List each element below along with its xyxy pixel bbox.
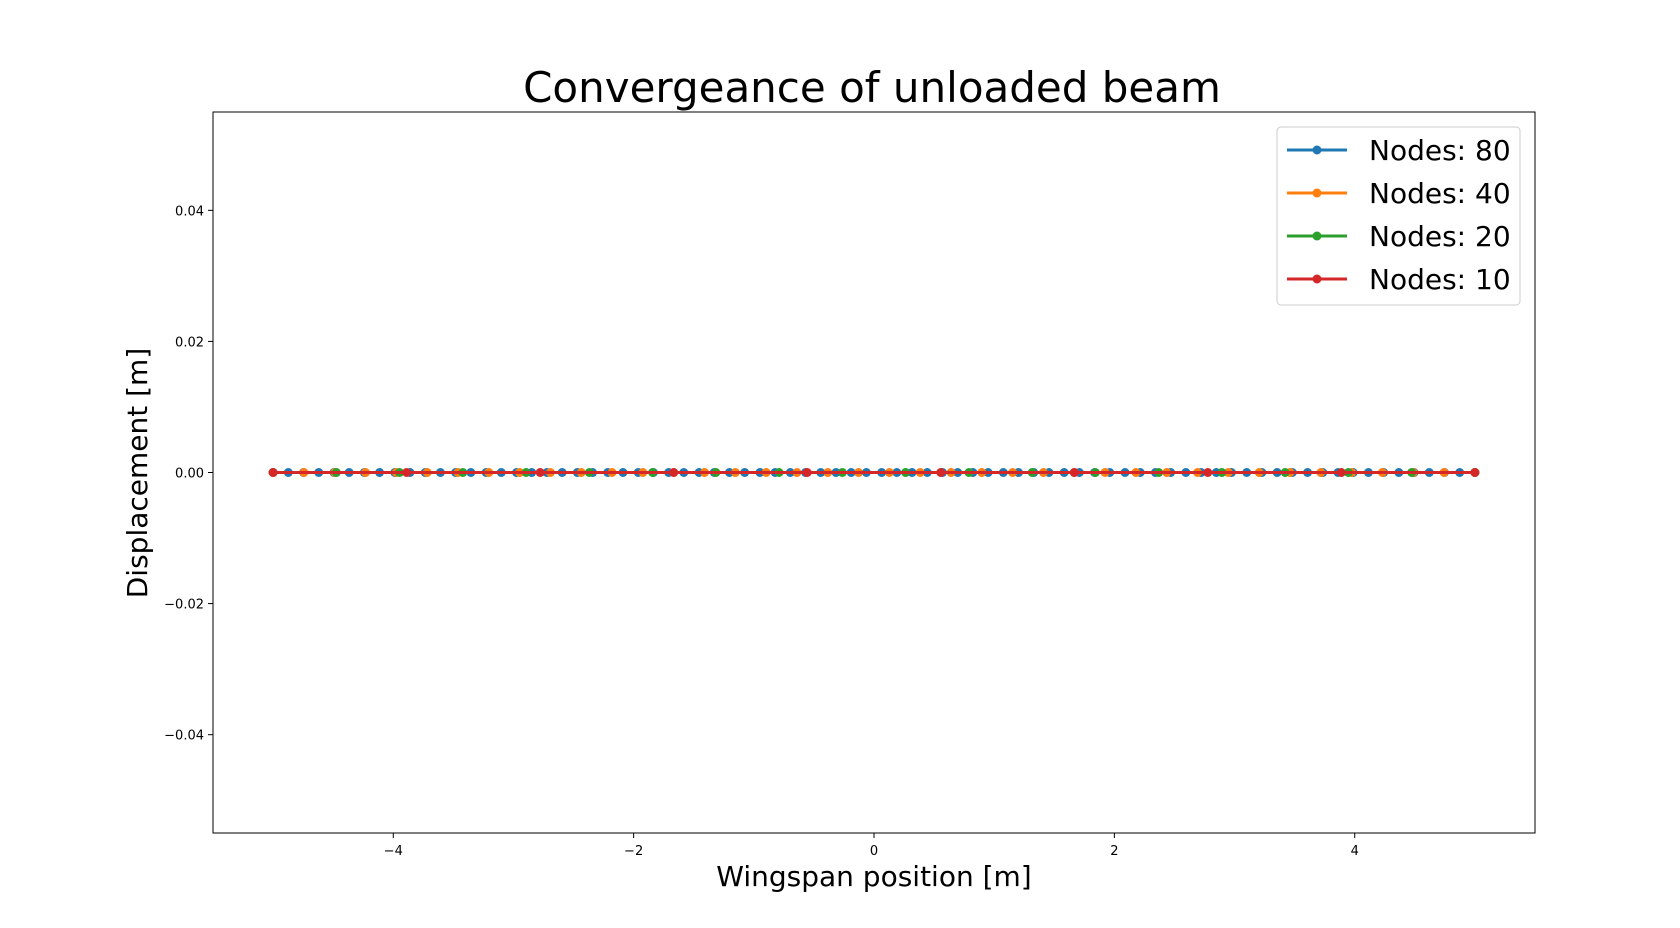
legend-marker [1312,188,1322,198]
data-point [268,468,278,477]
series-layer [268,468,1480,477]
legend-item: Nodes: 80 [1287,134,1511,167]
y-tick-label: 0.04 [175,204,204,219]
x-tick-label: 4 [1351,844,1359,859]
x-axis-label: Wingspan position [m] [716,860,1031,893]
legend-box [1276,126,1521,306]
legend-marker [1312,145,1322,155]
legend: Nodes: 80 Nodes: 40 Nodes: 20 Nodes: 10 [1276,126,1521,306]
data-point [802,468,812,477]
data-point [1069,468,1079,477]
data-point [936,468,946,477]
y-tick-label: 0.02 [175,335,204,350]
legend-item: Nodes: 40 [1287,177,1511,210]
data-point [669,468,679,477]
legend-marker [1312,231,1322,241]
x-tick-label: 2 [1110,844,1118,859]
x-axis-ticks: −4 −2 0 2 4 [384,833,1359,859]
x-tick-label: 0 [870,844,878,859]
data-point [1336,468,1346,477]
y-axis-ticks: 0.04 0.02 0.00 −0.02 −0.04 [164,204,213,744]
legend-item: Nodes: 10 [1287,263,1511,296]
y-tick-label: −0.04 [164,729,204,744]
x-tick-label: −2 [624,844,643,859]
legend-marker [1312,274,1322,284]
data-point [1470,468,1480,477]
data-point [1203,468,1213,477]
legend-item: Nodes: 20 [1287,220,1511,253]
y-tick-label: 0.00 [175,467,204,482]
legend-label: Nodes: 20 [1369,220,1511,253]
x-tick-label: −4 [384,844,403,859]
legend-label: Nodes: 80 [1369,134,1511,167]
y-axis-label: Displacement [m] [121,348,154,599]
y-tick-label: −0.02 [164,598,204,613]
legend-label: Nodes: 40 [1369,177,1511,210]
legend-label: Nodes: 10 [1369,263,1511,296]
data-point [535,468,545,477]
data-point [402,468,412,477]
chart-title: Convergeance of unloaded beam [523,63,1221,112]
series-10 [268,468,1480,477]
